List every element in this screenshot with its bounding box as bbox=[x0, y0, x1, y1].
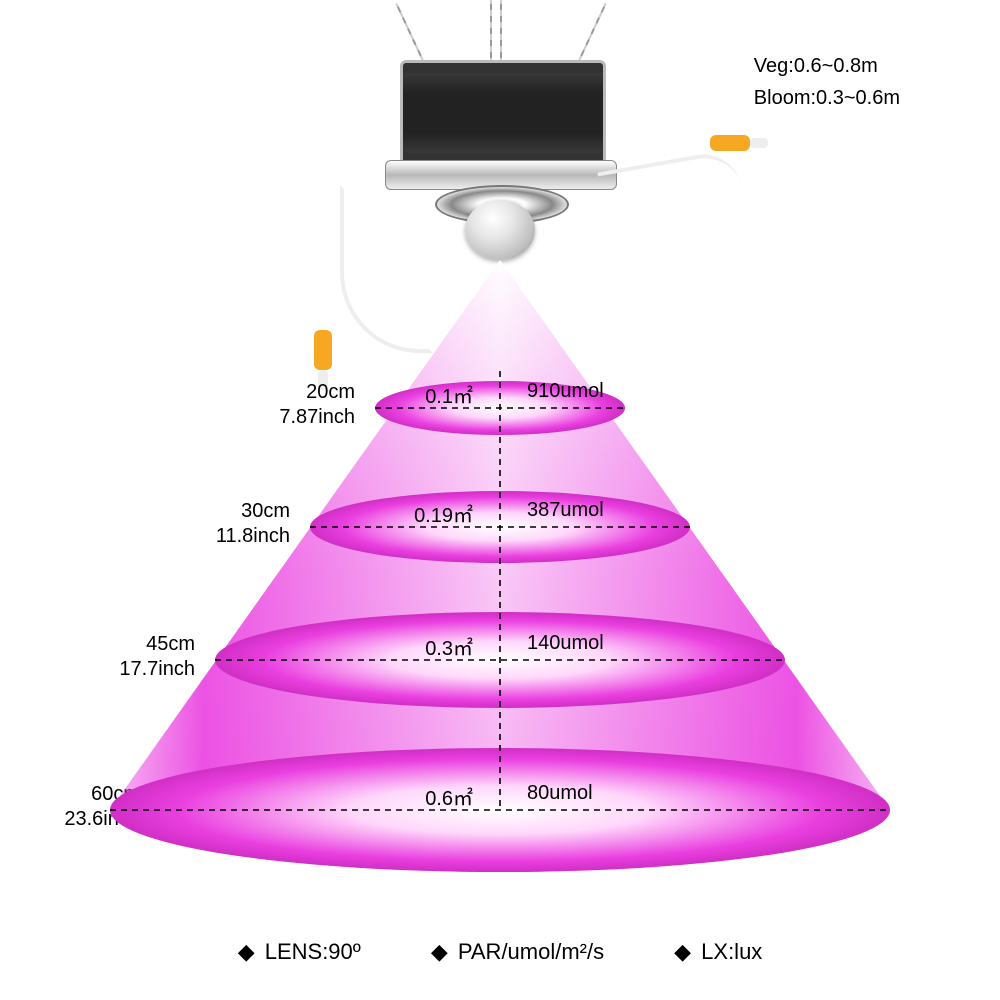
connector-right bbox=[710, 135, 750, 151]
lamp-fixture bbox=[340, 0, 660, 280]
light-cone-diagram bbox=[0, 260, 1000, 900]
bloom-distance: Bloom:0.3~0.6m bbox=[754, 82, 900, 114]
legend-lx: LX:lux bbox=[674, 939, 762, 965]
legend-par: PAR/umol/m²/s bbox=[431, 939, 604, 965]
heatsink-fan bbox=[400, 60, 606, 166]
legend-lens: LENS:90º bbox=[238, 939, 361, 965]
veg-distance: Veg:0.6~0.8m bbox=[754, 50, 900, 82]
distance-recommendation: Veg:0.6~0.8m Bloom:0.3~0.6m bbox=[754, 50, 900, 114]
legend: LENS:90º PAR/umol/m²/s LX:lux bbox=[0, 939, 1000, 965]
power-cable-right bbox=[597, 148, 743, 216]
optical-lens bbox=[465, 200, 535, 260]
